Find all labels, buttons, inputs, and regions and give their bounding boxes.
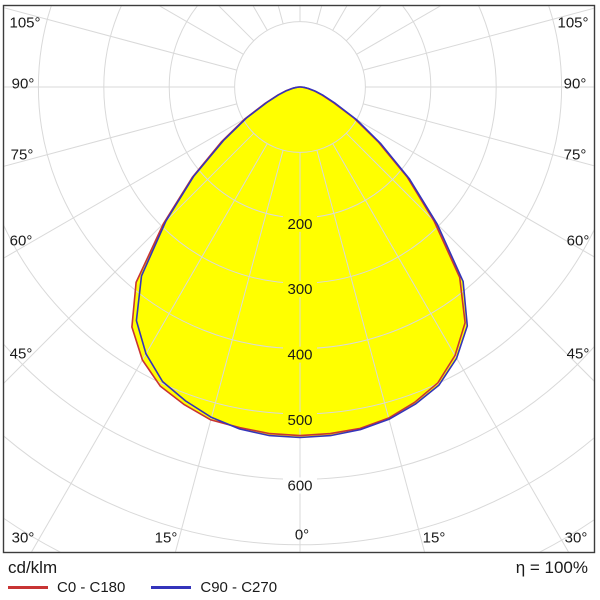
c90-c270-line-swatch [151,586,192,589]
angle-label: 105° [9,14,41,32]
angle-label: 75° [563,146,587,164]
angle-label: 30° [564,529,588,547]
angle-label: 15° [422,529,446,547]
c0-c180-line-swatch [8,586,48,589]
radial-tick-label: 400 [287,347,312,364]
legend: C0 - C180 C90 - C270 [8,579,303,596]
curve-c90-c270 [135,86,469,439]
radial-tick-label: 500 [287,412,312,429]
angle-label: 75° [10,146,34,164]
angle-label: 45° [9,345,33,363]
plot-border [2,4,596,554]
intensity-fill-1 [136,87,468,438]
c90-c270-legend-label: C90 - C270 [200,579,278,596]
angle-label: 105° [557,14,589,32]
unit-label: cd/klm [8,558,58,577]
angle-label: 0° [294,526,310,544]
angle-label: 15° [154,529,178,547]
angle-label: 60° [9,232,33,250]
angle-label: 90° [11,75,35,93]
angle-label: 30° [11,529,35,547]
radial-tick-label: 200 [287,216,312,233]
c0-c180-legend-label: C0 - C180 [57,579,126,596]
angle-label: 45° [566,345,590,363]
radial-tick-label: 300 [287,281,312,298]
angle-label: 60° [566,232,590,250]
angle-label: 90° [563,75,587,93]
radial-tick-label: 600 [287,477,312,494]
efficiency-label: η = 100% [515,558,588,577]
